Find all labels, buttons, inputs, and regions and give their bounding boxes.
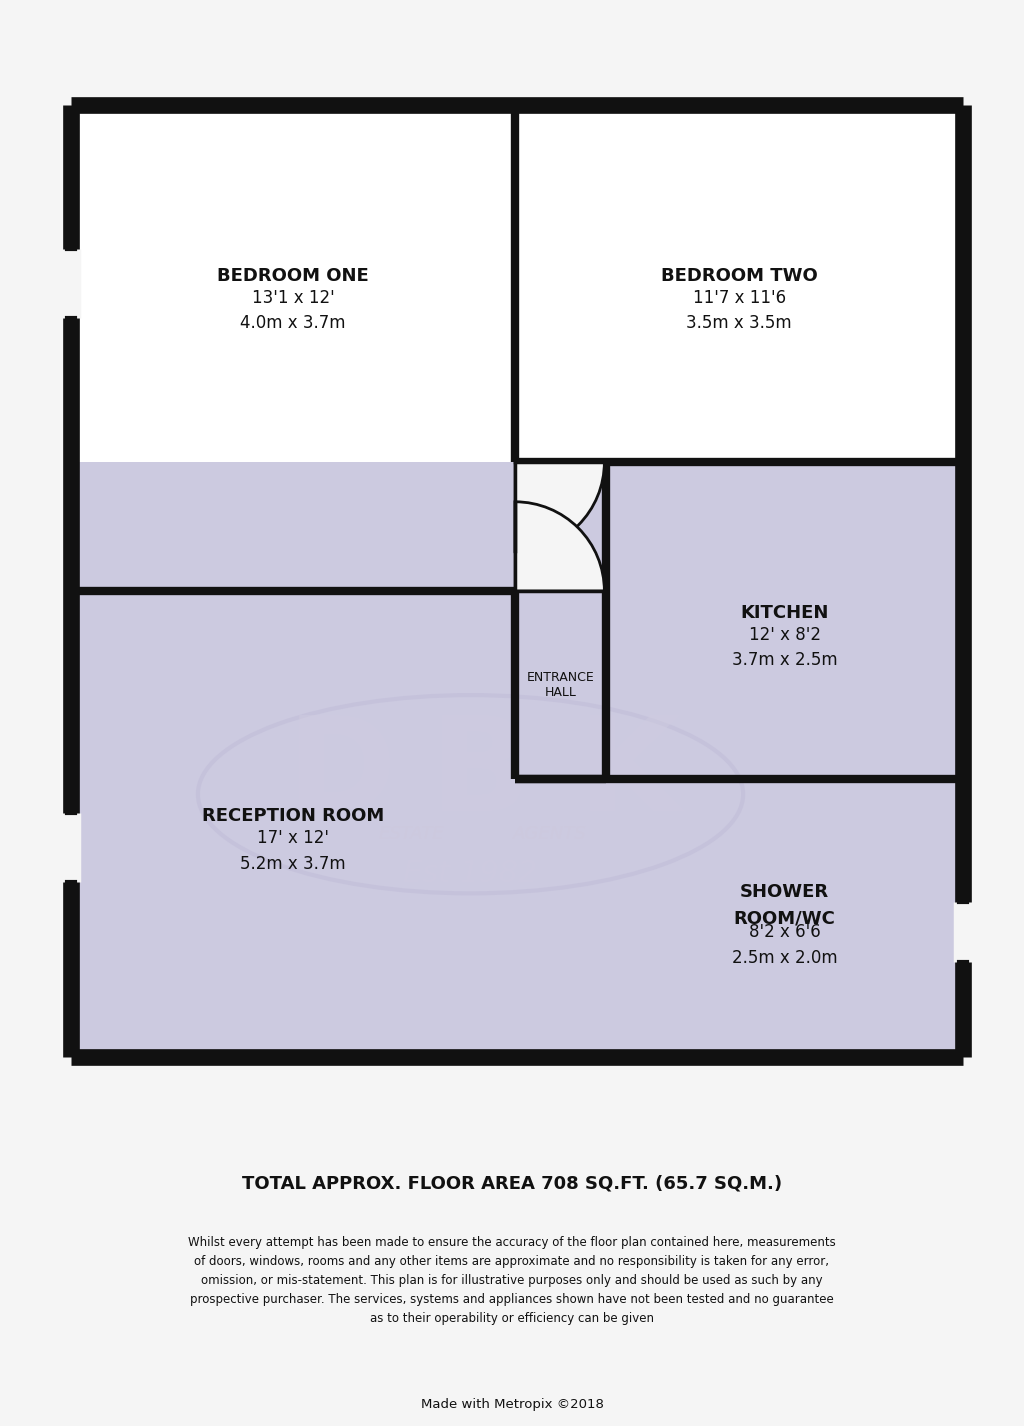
Text: 5.2m x 3.7m: 5.2m x 3.7m [241, 854, 346, 873]
Text: D: D [287, 712, 396, 838]
Text: BEDROOM ONE: BEDROOM ONE [217, 267, 369, 285]
Text: AGENTS: AGENTS [513, 824, 587, 843]
Text: KITCHEN: KITCHEN [740, 603, 829, 622]
Bar [515, 780, 964, 1057]
Text: 11'7 x 11'6: 11'7 x 11'6 [692, 288, 785, 307]
Bar [71, 462, 515, 590]
Text: 8'2 x 6'6: 8'2 x 6'6 [749, 923, 820, 941]
Wedge shape [515, 462, 604, 552]
Text: K: K [578, 712, 680, 838]
Text: Est 1982: Est 1982 [403, 858, 538, 888]
Wedge shape [515, 502, 604, 590]
Bar [515, 462, 606, 590]
Text: ROOM/WC: ROOM/WC [734, 910, 836, 927]
Text: 13'1 x 12': 13'1 x 12' [252, 288, 335, 307]
Text: 3.5m x 3.5m: 3.5m x 3.5m [686, 314, 792, 332]
Text: RECEPTION ROOM: RECEPTION ROOM [202, 807, 384, 826]
Text: 3.7m x 2.5m: 3.7m x 2.5m [732, 652, 838, 669]
Text: 4.0m x 3.7m: 4.0m x 3.7m [241, 314, 346, 332]
Text: 12' x 8'2: 12' x 8'2 [749, 626, 821, 643]
Text: TOTAL APPROX. FLOOR AREA 708 SQ.FT. (65.7 SQ.M.): TOTAL APPROX. FLOOR AREA 708 SQ.FT. (65.… [242, 1175, 782, 1192]
Text: B: B [430, 712, 530, 838]
Text: ENTRANCE
HALL: ENTRANCE HALL [527, 672, 595, 699]
Text: BEDROOM TWO: BEDROOM TWO [660, 267, 817, 285]
Text: Made with Metropix ©2018: Made with Metropix ©2018 [421, 1397, 603, 1410]
Bar [71, 590, 515, 1057]
Bar [515, 462, 964, 780]
Text: Whilst every attempt has been made to ensure the accuracy of the floor plan cont: Whilst every attempt has been made to en… [188, 1236, 836, 1325]
Text: ESTATE: ESTATE [378, 824, 443, 843]
Text: SHOWER: SHOWER [740, 883, 829, 901]
Bar [515, 106, 964, 462]
Text: 17' x 12': 17' x 12' [257, 829, 329, 847]
Text: 2.5m x 2.0m: 2.5m x 2.0m [732, 948, 838, 967]
Bar [71, 106, 515, 462]
